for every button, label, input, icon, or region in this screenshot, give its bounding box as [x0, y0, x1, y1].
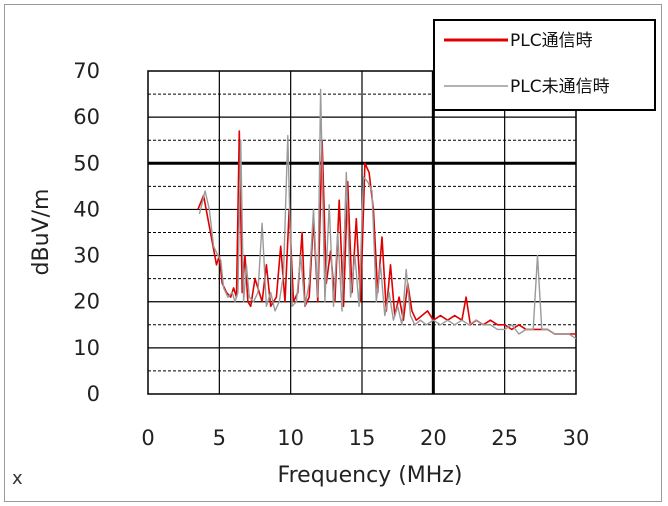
y-tick-label: 70: [73, 59, 100, 83]
x-tick-label: 10: [277, 426, 304, 450]
y-tick-label: 30: [73, 244, 100, 268]
y-tick-label: 10: [73, 336, 100, 360]
legend: PLC通信時 PLC未通信時: [434, 20, 655, 110]
x-tick-label: 30: [563, 426, 590, 450]
x-tick-label: 15: [349, 426, 376, 450]
y-axis-label: dBuV/m: [29, 189, 54, 276]
x-tick-label: 5: [213, 426, 226, 450]
x-tick-labels: 0 5 10 15 20 25 30: [141, 426, 589, 450]
x-axis-label: Frequency (MHz): [278, 463, 463, 488]
x-tick-label: 20: [420, 426, 447, 450]
legend-label-series-1: PLC通信時: [510, 31, 593, 51]
x-tick-label: 25: [491, 426, 518, 450]
corner-label: x: [12, 468, 23, 489]
x-tick-label: 0: [141, 426, 154, 450]
y-tick-label: 60: [73, 105, 100, 129]
y-tick-label: 50: [73, 151, 100, 175]
y-tick-label: 20: [73, 290, 100, 314]
legend-label-series-2: PLC未通信時: [510, 77, 610, 97]
y-tick-label: 40: [73, 197, 100, 221]
y-tick-labels: 0 10 20 30 40 50 60 70: [73, 59, 100, 406]
y-tick-label: 0: [87, 382, 100, 406]
